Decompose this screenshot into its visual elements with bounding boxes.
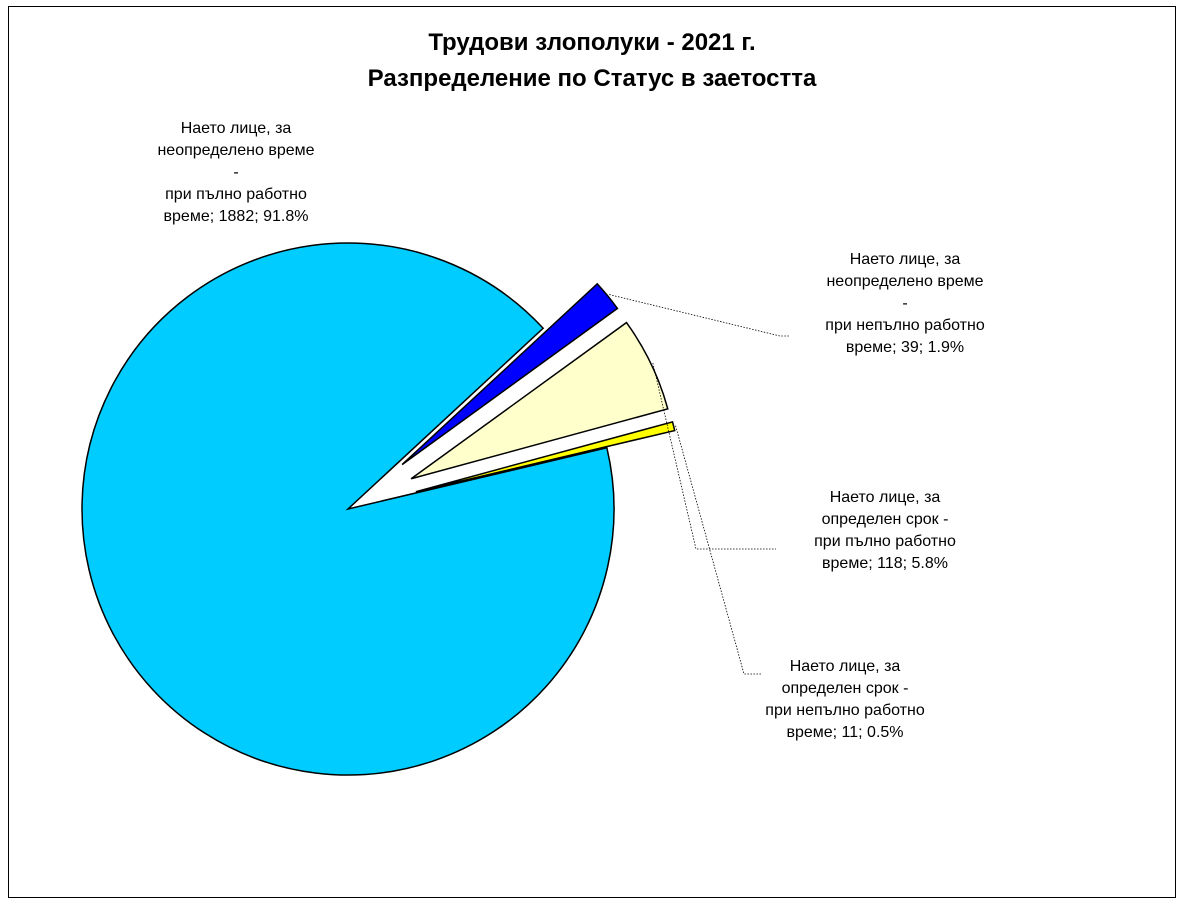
slice-label-line: определен срок -	[822, 511, 949, 528]
slice-label-3: Наето лице, за определен срок - при пълно …	[814, 489, 956, 572]
slice-label-line: при пълно работно	[165, 186, 307, 203]
slice-label-line: при непълно работно	[825, 317, 985, 334]
slice-label-1: Наето лице, за неопределено време - при пъл…	[157, 120, 314, 225]
slice-label-line: време; 118; 5.8%	[822, 555, 948, 572]
slice-label-line: определен срок -	[782, 680, 909, 697]
slice-label-line: Наето лице, за	[850, 251, 961, 268]
slice-label-line: време; 39; 1.9%	[846, 339, 964, 356]
slice-label-2: Наето лице, за неопределено време - при неп…	[825, 251, 985, 356]
leader-lines	[609, 294, 790, 675]
slice-labels: Наето лице, за неопределено време - при пъл…	[157, 120, 984, 741]
chart-title-line-2: Разпределение по Статус в заетостта	[368, 65, 817, 92]
pie-slice-4	[415, 420, 676, 493]
slice-label-line: неопределено време	[826, 273, 983, 290]
leader-line-2	[609, 294, 790, 337]
pie-slice-1	[81, 242, 615, 776]
chart-title: Трудови злополуки - 2021 г. Разпределени…	[368, 29, 817, 92]
pie-slice-3	[410, 321, 669, 480]
slice-label-line: Наето лице, за	[181, 120, 292, 137]
slice-label-4: Наето лице, за определен срок - при непълн…	[765, 658, 925, 741]
slice-label-line: при пълно работно	[814, 533, 956, 550]
slice-label-line: време; 1882; 91.8%	[164, 208, 309, 225]
leader-line-4	[675, 425, 762, 675]
slice-label-line: при непълно работно	[765, 702, 925, 719]
pie-slice-2	[401, 282, 619, 466]
slice-label-line: Наето лице, за	[830, 489, 941, 506]
pie-slices	[81, 242, 676, 776]
slice-label-line: -	[233, 164, 238, 181]
slice-label-line: Наето лице, за	[790, 658, 901, 675]
slice-label-line: -	[902, 295, 907, 312]
chart-title-line-1: Трудови злополуки - 2021 г.	[428, 29, 755, 56]
slice-label-line: време; 11; 0.5%	[786, 724, 903, 741]
leader-line-3	[652, 362, 776, 550]
slice-label-line: неопределено време	[157, 142, 314, 159]
